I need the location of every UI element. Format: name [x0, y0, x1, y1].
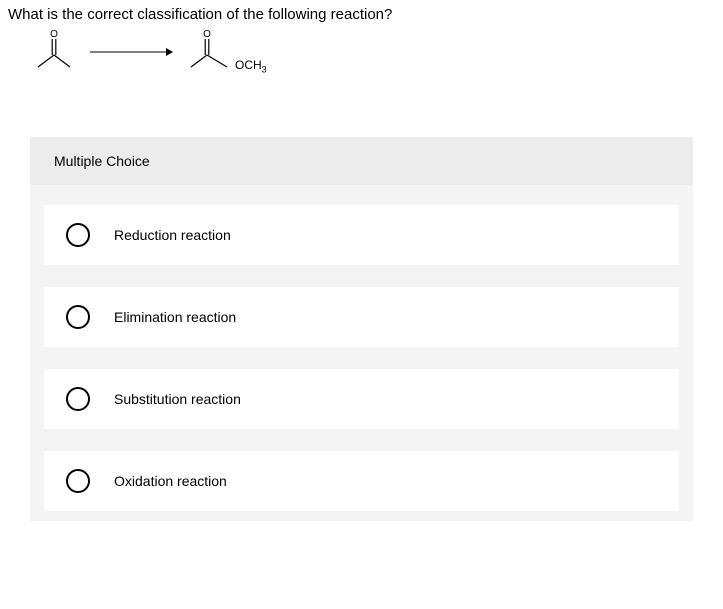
answer-panel: Multiple Choice Reduction reaction Elimi…: [30, 137, 693, 521]
option-row[interactable]: Oxidation reaction: [44, 451, 679, 511]
option-label: Substitution reaction: [114, 391, 241, 407]
question-text: What is the correct classification of th…: [0, 0, 723, 23]
option-label: Reduction reaction: [114, 227, 231, 243]
radio-icon[interactable]: [66, 223, 90, 247]
option-row[interactable]: Substitution reaction: [44, 369, 679, 429]
option-label: Elimination reaction: [114, 309, 236, 325]
och-text: OCH: [235, 58, 262, 72]
product-substituent-label: OCH3: [235, 58, 267, 74]
option-label: Oxidation reaction: [114, 473, 227, 489]
multiple-choice-header: Multiple Choice: [30, 137, 693, 185]
product-molecule: O: [183, 27, 231, 77]
option-row[interactable]: Reduction reaction: [44, 205, 679, 265]
options-list: Reduction reaction Elimination reaction …: [30, 185, 693, 511]
radio-icon[interactable]: [66, 305, 90, 329]
reactant-molecule: O: [30, 27, 78, 77]
svg-text:O: O: [203, 29, 211, 40]
option-row[interactable]: Elimination reaction: [44, 287, 679, 347]
radio-icon[interactable]: [66, 387, 90, 411]
svg-text:O: O: [50, 29, 58, 40]
reaction-arrow-icon: [88, 42, 173, 62]
reaction-row: O O OCH3: [30, 27, 693, 77]
reaction-diagram: O O OCH3: [0, 23, 723, 87]
radio-icon[interactable]: [66, 469, 90, 493]
och-sub: 3: [262, 64, 267, 74]
